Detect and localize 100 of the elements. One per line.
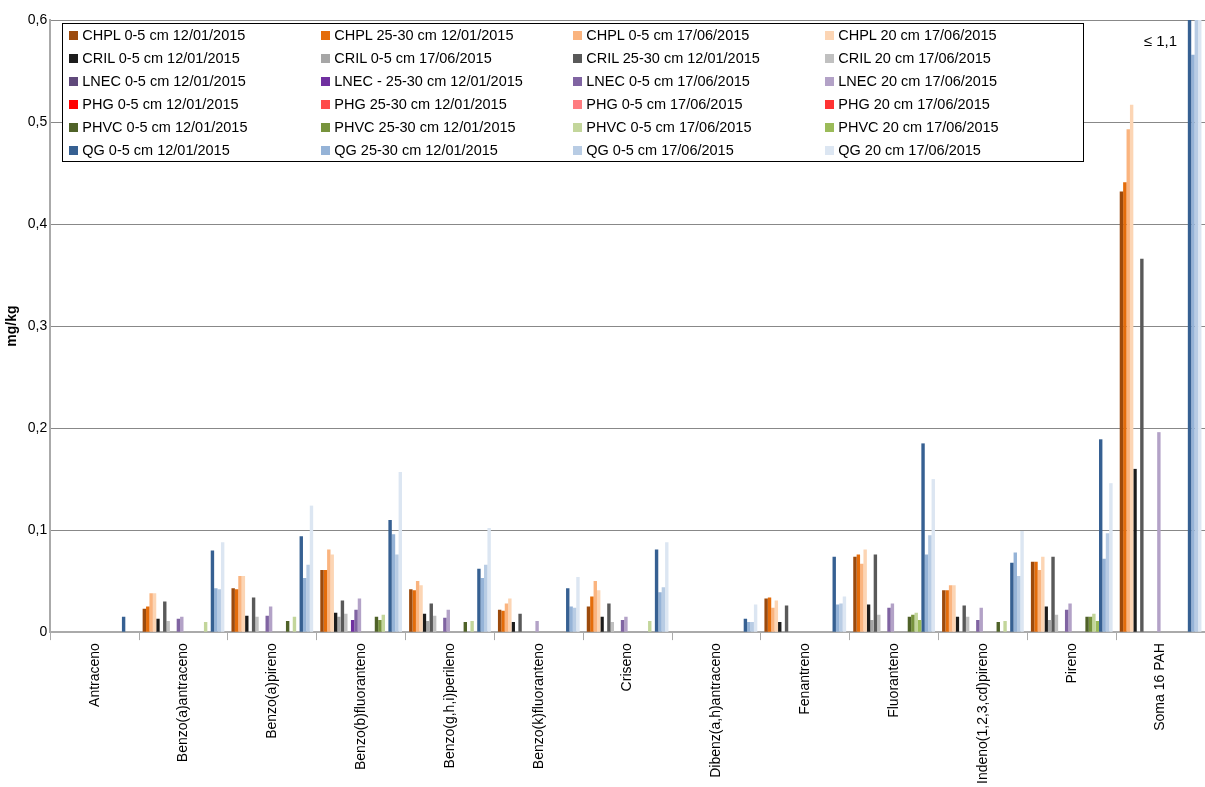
bar (1088, 616, 1093, 632)
bar (231, 588, 235, 632)
bar (251, 597, 256, 632)
legend-label: LNEC 0-5 cm 17/06/2015 (586, 73, 750, 89)
bar (917, 619, 922, 632)
y-tick-label: 0,5 (27, 112, 48, 129)
bar (952, 585, 956, 632)
legend-label: CRIL 20 cm 17/06/2015 (838, 50, 991, 66)
bar (1051, 556, 1055, 632)
bar (443, 617, 447, 632)
bar (203, 621, 208, 632)
bar (1109, 483, 1113, 632)
y-tick-label: 0,4 (27, 214, 48, 231)
bar (607, 603, 611, 632)
x-tick-label: Soma 16 PAH (1151, 643, 1168, 731)
bar (976, 619, 980, 632)
legend-label: LNEC - 25-30 cm 12/01/2015 (334, 73, 523, 89)
y-tick-label: 0,6 (27, 10, 48, 27)
legend-label: CHPL 25-30 cm 12/01/2015 (334, 27, 514, 43)
bar (306, 564, 310, 632)
bar (928, 535, 932, 632)
bar (238, 576, 242, 632)
x-tick-label: Criseno (618, 642, 635, 692)
bar (388, 519, 392, 632)
bar (166, 620, 170, 632)
bar (1003, 620, 1007, 632)
bar (1068, 603, 1072, 632)
bar (955, 616, 960, 632)
bar (658, 592, 662, 632)
bar (344, 613, 348, 632)
x-tick-label: Indeno(1,2,3,cd)pireno (973, 642, 990, 784)
legend-label: QG 25-30 cm 12/01/2015 (334, 142, 498, 158)
bar (470, 620, 474, 632)
bar (156, 618, 160, 632)
legend-label: QG 0-5 cm 17/06/2015 (586, 142, 734, 158)
bar (576, 577, 580, 632)
bar (569, 606, 573, 632)
y-tick-label: 0,1 (27, 520, 48, 537)
bar (501, 610, 505, 632)
legend-label: PHVC 20 cm 17/06/2015 (838, 119, 999, 135)
x-tick-label: Benzo(g,h,i)perileno (440, 642, 457, 769)
legend-label: PHG 20 cm 17/06/2015 (838, 96, 990, 112)
bar (357, 598, 362, 632)
y-tick-label: 0,3 (27, 316, 48, 333)
bar (863, 549, 867, 632)
legend-label: CHPL 0-5 cm 17/06/2015 (586, 27, 750, 43)
bar (180, 616, 184, 632)
bar (535, 620, 539, 632)
bar (292, 616, 297, 632)
bar (354, 609, 358, 632)
bar (1133, 468, 1137, 632)
bar (771, 607, 775, 632)
legend-label: CHPL 20 cm 17/06/2015 (838, 27, 997, 43)
bar (152, 593, 157, 632)
bar (1140, 258, 1144, 632)
bar (1041, 556, 1045, 632)
bar (774, 600, 779, 632)
bar (121, 616, 126, 632)
bar (234, 589, 239, 632)
legend-label: PHVC 0-5 cm 12/01/2015 (82, 119, 248, 135)
bar (463, 621, 467, 632)
bar (921, 443, 925, 632)
bar (1092, 613, 1096, 632)
bar (340, 600, 345, 632)
y-axis-title: mg/kg (3, 305, 20, 347)
legend-label: PHG 0-5 cm 17/06/2015 (586, 96, 743, 112)
bar (1191, 54, 1195, 632)
x-tick-label: Fluoranteno (884, 642, 901, 718)
legend-label: LNEC 0-5 cm 12/01/2015 (82, 73, 246, 89)
bar (610, 621, 615, 632)
legend-label: PHG 25-30 cm 12/01/2015 (334, 96, 507, 112)
legend-label: CRIL 25-30 cm 12/01/2015 (586, 50, 760, 66)
bar (767, 597, 772, 632)
x-tick-label: Benzo(a)pireno (263, 642, 280, 739)
bar (487, 528, 491, 632)
bar (853, 556, 857, 632)
annotation: ≤ 1,1 (1143, 32, 1177, 50)
bar (1034, 561, 1038, 632)
bar (907, 616, 912, 632)
bar (320, 569, 324, 632)
legend-label: PHVC 25-30 cm 12/01/2015 (334, 119, 516, 135)
x-tick-label: Dibenz(a,h)antraceno (707, 642, 724, 778)
legend-label: QG 0-5 cm 12/01/2015 (82, 142, 230, 158)
bar (624, 616, 628, 632)
bar (518, 613, 522, 632)
bar (327, 549, 331, 632)
bar (590, 596, 594, 632)
bar (419, 585, 423, 632)
legend-label: QG 20 cm 17/06/2015 (838, 142, 981, 158)
x-tick-label: Antraceno (85, 642, 102, 707)
bar (149, 593, 153, 632)
legend-label: LNEC 20 cm 17/06/2015 (838, 73, 998, 89)
bar (965, 616, 970, 632)
x-tick-label: Benzo(b)fluoranteno (352, 642, 369, 770)
bar (764, 598, 768, 632)
bar (350, 619, 355, 632)
bar (743, 618, 748, 632)
bar (1010, 562, 1014, 632)
bar (600, 616, 604, 632)
bar (887, 607, 891, 632)
